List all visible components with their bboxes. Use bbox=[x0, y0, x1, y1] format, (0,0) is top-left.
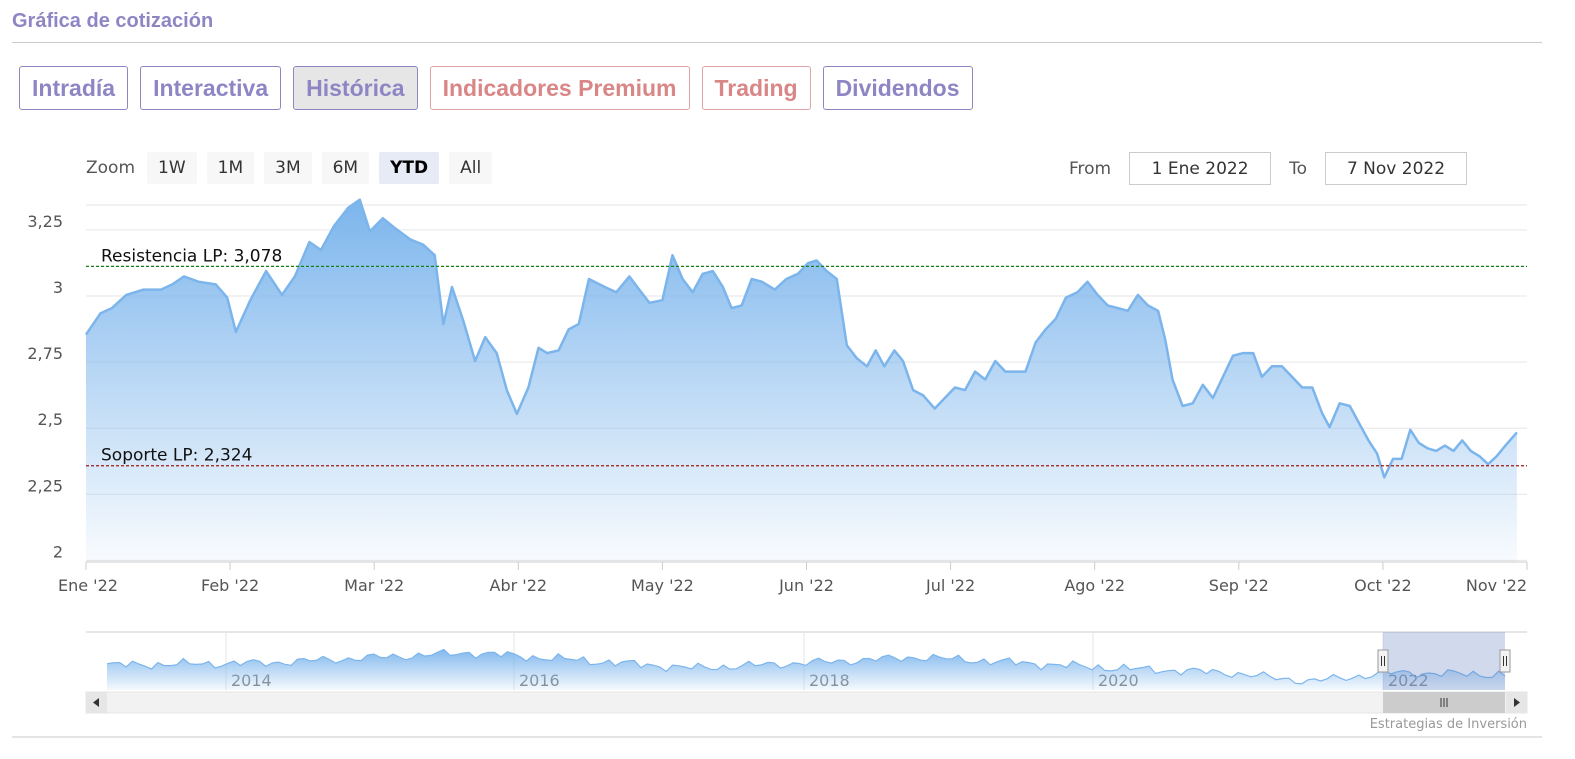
tab-hist-rica[interactable]: Histórica bbox=[293, 66, 418, 110]
y-tick-label: 3,25 bbox=[27, 212, 63, 231]
y-tick-label: 2 bbox=[53, 542, 63, 561]
tab-trading[interactable]: Trading bbox=[701, 66, 811, 110]
tab-dividendos[interactable]: Dividendos bbox=[822, 66, 973, 110]
price-area-fill bbox=[86, 199, 1517, 562]
from-date-input[interactable] bbox=[1129, 152, 1272, 185]
price-series bbox=[84, 198, 1518, 562]
zoom-button-ytd[interactable]: YTD bbox=[379, 152, 440, 184]
zoom-button-1m[interactable]: 1M bbox=[206, 152, 255, 184]
y-tick-label: 3 bbox=[53, 278, 63, 297]
x-tick-label: Ene '22 bbox=[58, 576, 118, 595]
scroll-right-icon bbox=[1514, 698, 1520, 707]
zoom-button-3m[interactable]: 3M bbox=[264, 152, 312, 184]
zoom-button-1w[interactable]: 1W bbox=[147, 152, 197, 184]
x-tick-label: Abr '22 bbox=[490, 576, 548, 595]
x-tick-label: Jul '22 bbox=[925, 576, 975, 595]
to-label: To bbox=[1289, 158, 1307, 179]
from-label: From bbox=[1068, 158, 1112, 179]
handle-body bbox=[1377, 649, 1389, 673]
x-tick-label: Ago '22 bbox=[1064, 576, 1125, 595]
x-tick-label: Feb '22 bbox=[201, 576, 259, 595]
x-tick-label: Mar '22 bbox=[344, 576, 404, 595]
tab-indicadores-premium[interactable]: Indicadores Premium bbox=[429, 66, 690, 110]
price-line bbox=[84, 198, 1518, 479]
navigator-left-handle[interactable] bbox=[1377, 649, 1389, 673]
to-date-input[interactable] bbox=[1325, 152, 1467, 185]
zoom-label: Zoom bbox=[86, 158, 136, 178]
date-range: From To bbox=[1069, 152, 1467, 185]
navigator-right-handle[interactable] bbox=[1499, 649, 1511, 673]
level-lines: Resistencia LP: 3,078 Soporte LP: 2,324 bbox=[86, 246, 1527, 467]
support-label: Soporte LP: 2,324 bbox=[101, 446, 252, 466]
x-tick-label: Nov '22 bbox=[1466, 576, 1527, 595]
zoom-toolbar: Zoom 1W 1M 3M 6M YTD All bbox=[86, 152, 493, 184]
x-tick-label: Oct '22 bbox=[1354, 576, 1412, 595]
tab-interactiva[interactable]: Interactiva bbox=[140, 66, 282, 110]
chart-tabs: Intradía Interactiva Histórica Indicadores … bbox=[19, 66, 973, 110]
scroll-left-icon bbox=[93, 698, 99, 707]
section-title: Gráfica de cotización bbox=[12, 10, 214, 32]
credits-label: Estrategias de Inversión bbox=[1370, 717, 1527, 732]
y-tick-label: 2,25 bbox=[27, 476, 63, 495]
handle-body bbox=[1499, 649, 1511, 673]
x-tick-label: Jun '22 bbox=[778, 576, 834, 595]
x-tick-label: May '22 bbox=[631, 576, 694, 595]
navigator-area bbox=[107, 649, 1505, 690]
navigator-selection bbox=[1383, 632, 1505, 690]
navigator-scrollbar[interactable] bbox=[85, 691, 1528, 714]
zoom-button-all[interactable]: All bbox=[449, 152, 493, 184]
title-divider bbox=[12, 42, 1542, 43]
zoom-button-6m[interactable]: 6M bbox=[321, 152, 370, 184]
scrollbar-track bbox=[85, 691, 1528, 714]
resistance-label: Resistencia LP: 3,078 bbox=[101, 246, 282, 266]
y-tick-label: 2,75 bbox=[27, 344, 63, 363]
axes: 2 2,25 2,5 2,75 3 3,25 Ene '22 Feb '22 Mar '22 Ab… bbox=[27, 212, 1528, 595]
navigator-line bbox=[106, 648, 1506, 685]
navigator: 20142016201820202022Estrategias de Inver… bbox=[12, 631, 1542, 738]
tab-intrad-a[interactable]: Intradía bbox=[19, 66, 129, 110]
x-tick-label: Sep '22 bbox=[1209, 576, 1269, 595]
y-tick-label: 2,5 bbox=[38, 410, 63, 429]
